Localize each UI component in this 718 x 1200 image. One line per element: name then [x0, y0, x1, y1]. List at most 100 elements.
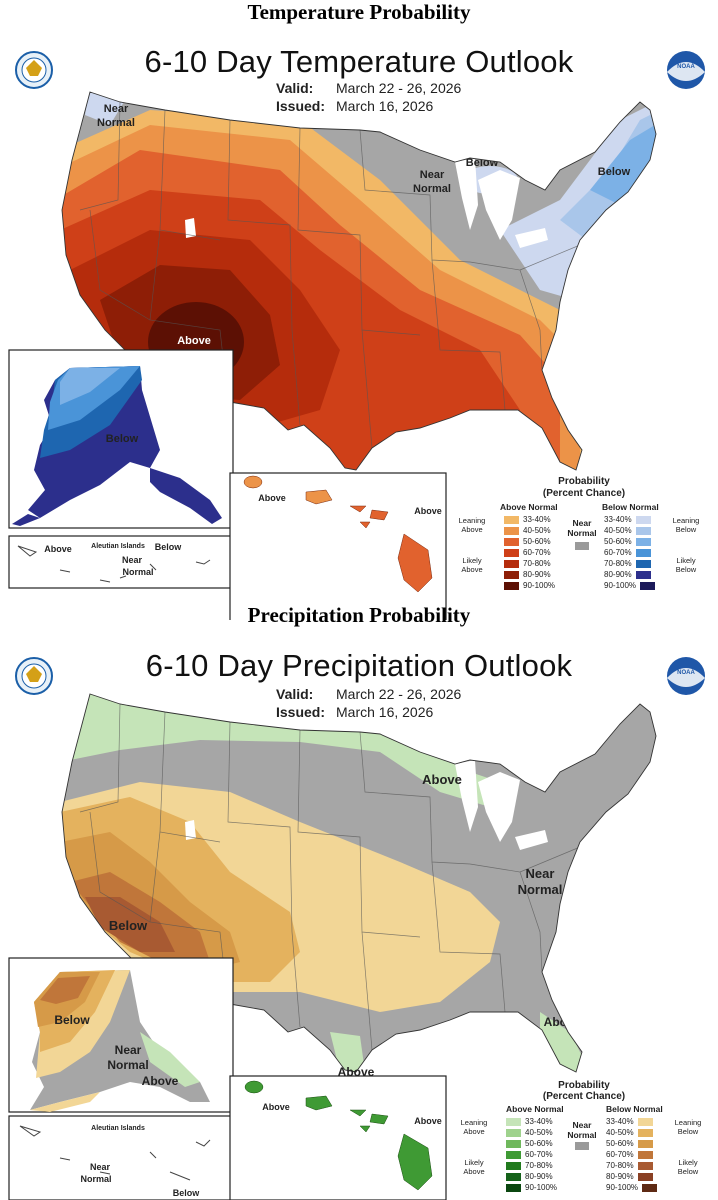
temp-legend-below-row: 90-100%	[604, 580, 656, 591]
temp-hawaii-islands	[243, 475, 433, 593]
temp-legend-above-bin-label: 33-40%	[523, 515, 551, 524]
temp-label-normal-nw: Normal	[97, 117, 135, 129]
precip-legend-below-bin-label: 90-100%	[606, 1183, 639, 1192]
precip-legend-below-swatch	[637, 1172, 653, 1181]
temp-label-near-nw: Near	[104, 103, 129, 115]
precip-legend-near-normal-swatch	[575, 1142, 589, 1150]
precip-legend-title2: (Percent Chance)	[542, 1091, 626, 1102]
precip-legend-above-row: 80-90%	[506, 1171, 553, 1182]
noaa-logo-icon: NOAA	[667, 657, 705, 695]
temp-aleutian-islands-shapes	[17, 545, 211, 583]
precip-legend-above-row: 70-80%	[506, 1160, 553, 1171]
temp-legend-above-bin-label: 40-50%	[523, 526, 551, 535]
temp-legend-below-row: 60-70%	[604, 547, 651, 558]
doc-seal-icon	[15, 657, 53, 695]
temp-label-below-ne: Below	[598, 166, 631, 178]
precipitation-map: Above Near Normal Below Above Above Belo…	[8, 657, 705, 1200]
temp-aleutian-inset-frame	[8, 535, 234, 589]
temperature-valid-line: Valid: March 22 - 26, 2026	[276, 80, 461, 96]
precip-legend-below-row: 90-100%	[606, 1182, 658, 1193]
precipitation-outlook-panel: Above Near Normal Below Above Above Belo…	[0, 632, 718, 1200]
precip-legend-below-swatch	[642, 1183, 658, 1192]
precip-legend-above-swatch	[506, 1150, 521, 1159]
temp-legend-above-bin-label: 80-90%	[523, 570, 551, 579]
temp-legend-below-head: Below Normal	[602, 502, 659, 512]
precip-label-aleutian-below: Below	[173, 1188, 201, 1198]
temp-legend-below-swatch	[635, 537, 651, 546]
temp-legend-above-swatch	[504, 559, 519, 568]
precip-legend-above-swatch	[506, 1161, 521, 1170]
temp-legend-below-bin-label: 40-50%	[604, 526, 632, 535]
precip-legend-above-head: Above Normal	[506, 1104, 564, 1114]
temp-legend-below-row: 50-60%	[604, 536, 651, 547]
temp-legend-above-swatch	[504, 537, 519, 546]
temp-legend-below-row: 33-40%	[604, 514, 651, 525]
precip-legend-below-bin-label: 50-60%	[606, 1139, 634, 1148]
precip-label-alaska-near: Near	[115, 1043, 142, 1057]
precip-legend-above-row: 90-100%	[506, 1182, 557, 1193]
precipitation-section-heading: Precipitation Probability	[247, 603, 471, 627]
precip-label-normal-e: Normal	[518, 882, 563, 897]
temp-label-near-c: Near	[420, 169, 445, 181]
precip-legend-below-head: Below Normal	[606, 1104, 663, 1114]
temp-label-above-sw: Above	[177, 335, 211, 347]
temp-legend-above-swatch	[504, 581, 519, 590]
temp-label-hawaii-above1: Above	[258, 493, 286, 503]
temp-legend-below-swatch	[635, 559, 651, 568]
temp-label-normal-c: Normal	[413, 183, 451, 195]
temperature-map: Near Normal Near Normal Below Below Abov…	[8, 51, 705, 620]
temperature-issued-value: March 16, 2026	[336, 98, 434, 114]
precip-legend-below-swatch	[637, 1139, 653, 1148]
temp-legend-above-row: 60-70%	[504, 547, 551, 558]
temp-legend-below-bin-label: 50-60%	[604, 537, 632, 546]
temp-label-aleutian-near: Near	[122, 555, 143, 565]
precip-legend-above-bin-label: 50-60%	[525, 1139, 553, 1148]
svg-text:NOAA: NOAA	[677, 64, 695, 70]
precip-label-alaska-below: Below	[54, 1013, 90, 1027]
precipitation-issued-value: March 16, 2026	[336, 704, 434, 720]
svg-text:NOAA: NOAA	[677, 670, 695, 676]
precip-legend-below-bin-label: 80-90%	[606, 1172, 634, 1181]
temp-label-aleutian-below: Below	[155, 542, 183, 552]
precip-legend-above-bin-label: 90-100%	[525, 1183, 558, 1192]
temp-legend-below-bin-label: 33-40%	[604, 515, 632, 524]
precip-legend-above-swatch	[506, 1183, 521, 1192]
temp-legend-above-row: 70-80%	[504, 558, 551, 569]
temp-legend-near-normal-swatch	[575, 542, 589, 550]
temp-legend-below-bin-label: 70-80%	[604, 559, 632, 568]
precipitation-legend: Probability (Percent Chance) Above Norma…	[454, 1078, 704, 1200]
temp-legend-title2: (Percent Chance)	[542, 488, 626, 499]
precip-legend-above-swatch	[506, 1139, 521, 1148]
precip-label-above-gl: Above	[422, 772, 462, 787]
temp-legend-above-swatch	[504, 570, 519, 579]
precip-legend-above-bin-label: 60-70%	[525, 1150, 553, 1159]
precip-legend-above-bin-label: 40-50%	[525, 1128, 553, 1137]
precip-legend-likely-above: Likely Above	[463, 1158, 485, 1176]
precip-label-below-sw: Below	[109, 918, 148, 933]
temp-alaska-shading	[12, 366, 222, 526]
precip-legend-near-normal-label: Near Normal	[567, 1120, 597, 1140]
temp-legend-likely-below: Likely Below	[675, 556, 697, 574]
precip-legend-above-bin-label: 33-40%	[525, 1117, 553, 1126]
precip-legend-below-swatch	[637, 1128, 653, 1137]
precip-legend-above-row: 60-70%	[506, 1149, 553, 1160]
temp-label-aleutian-above: Above	[44, 544, 72, 554]
precip-label-near-e: Near	[526, 866, 555, 881]
precip-label-hawaii-above2: Above	[414, 1116, 442, 1126]
precip-legend-below-bin-label: 40-50%	[606, 1128, 634, 1137]
precip-legend-below-swatch	[637, 1150, 653, 1159]
temperature-title: 6-10 Day Temperature Outlook	[144, 44, 574, 79]
precip-legend-below-bin-label: 70-80%	[606, 1161, 634, 1170]
temperature-issued-line: Issued: March 16, 2026	[276, 98, 433, 114]
temp-legend-above-bin-label: 90-100%	[523, 581, 556, 590]
temp-label-aleutian-normal: Normal	[122, 567, 153, 577]
temp-legend-below-swatch	[635, 548, 651, 557]
precip-legend-above-row: 33-40%	[506, 1116, 553, 1127]
precip-legend-below-row: 50-60%	[606, 1138, 653, 1149]
temp-label-hawaii-above2: Above	[414, 506, 442, 516]
temperature-legend: Probability (Percent Chance) Above Norma…	[454, 472, 704, 622]
temp-label-below-gl: Below	[466, 157, 499, 169]
temperature-outlook-panel: Near Normal Near Normal Below Below Abov…	[0, 30, 718, 620]
precipitation-issued-label: Issued:	[276, 704, 326, 720]
temp-legend-near-normal-label: Near Normal	[567, 518, 597, 538]
